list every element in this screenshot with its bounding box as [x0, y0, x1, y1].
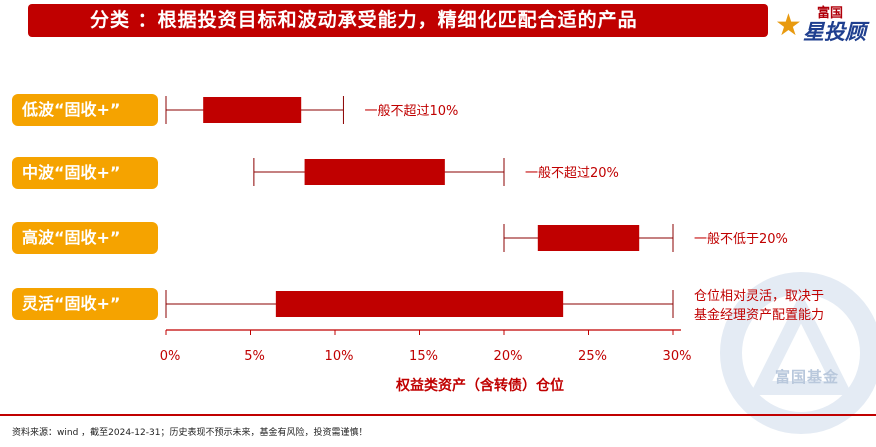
watermark-text: 富国基金 — [775, 368, 840, 386]
range-box — [304, 159, 445, 185]
category-label-flex: 灵活“固收+” — [12, 288, 158, 320]
category-label-high: 高波“固收+” — [12, 222, 158, 254]
range-annotation: 一般不低于20% — [694, 231, 788, 247]
category-label-mid: 中波“固收+” — [12, 157, 158, 189]
x-axis-title: 权益类资产（含转债）仓位 — [395, 377, 564, 394]
range-annotation: 基金经理资产配置能力 — [694, 307, 824, 323]
range-annotation: 仓位相对灵活，取决于 — [694, 289, 824, 304]
range-box — [203, 97, 302, 123]
x-tick-label: 30% — [663, 349, 692, 364]
logo-top-text: 富国 — [817, 6, 844, 21]
range-box — [537, 225, 640, 251]
range-annotation: 一般不超过10% — [364, 103, 458, 119]
page-title: 分类 ：根据投资目标和波动承受能力，精细化匹配合适的产品 — [28, 4, 768, 37]
x-tick-label: 15% — [409, 349, 438, 364]
source-footnote: 资料来源：wind ，截至2024-12-31；历史表现不预示未来，基金有风险，… — [12, 428, 368, 438]
category-label-low: 低波“固收+” — [12, 94, 158, 126]
star-icon: ★ — [775, 8, 802, 43]
x-tick-label: 5% — [244, 349, 265, 364]
x-tick-label: 10% — [325, 349, 354, 364]
x-tick-label: 20% — [494, 349, 523, 364]
logo-main-text: 星投顾 — [803, 20, 866, 44]
brand-logo: ★ 富国 星投顾 — [775, 2, 871, 48]
range-box — [275, 291, 564, 317]
watermark-emblem-icon — [720, 272, 876, 434]
x-tick-label: 0% — [160, 349, 181, 364]
position-range-chart: 0% 5% 10% 15% 20% 25% 30% 权益类资产（含转债）仓位 一般不超过10% 一… — [160, 96, 824, 394]
footer-divider — [0, 414, 876, 416]
x-tick-label: 25% — [578, 349, 607, 364]
range-annotation: 一般不超过20% — [525, 165, 619, 181]
